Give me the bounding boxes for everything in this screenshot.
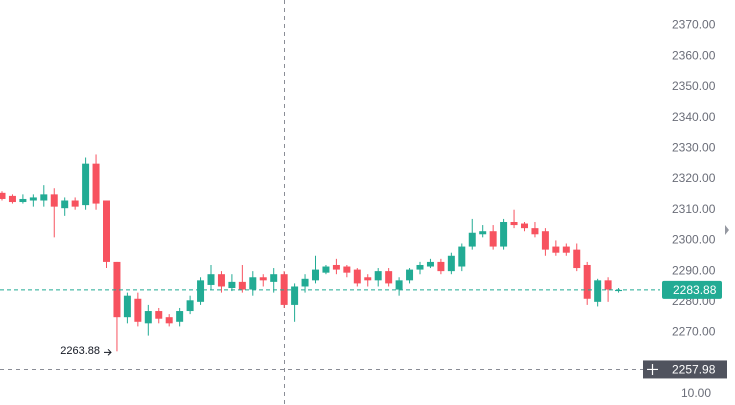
candle-body xyxy=(353,269,361,284)
candle-body xyxy=(416,264,424,270)
candle-body xyxy=(573,249,581,269)
candle-body xyxy=(50,194,58,207)
candle-body xyxy=(426,261,434,267)
candle-body xyxy=(541,231,549,250)
candle-body xyxy=(228,281,236,289)
candle-body xyxy=(197,280,205,302)
candle-body xyxy=(176,311,184,322)
candle-body xyxy=(92,163,100,204)
candle-body xyxy=(562,246,570,253)
candle-body xyxy=(291,286,299,305)
candle-body xyxy=(594,280,602,302)
candle-body xyxy=(458,246,466,267)
candle-body xyxy=(144,311,152,324)
candle-body xyxy=(270,274,278,282)
candle-body xyxy=(165,317,173,324)
candle-body xyxy=(40,194,48,201)
candle-body xyxy=(249,277,257,290)
y-tick-label: 2350.00 xyxy=(672,79,716,93)
plus-icon xyxy=(647,363,658,375)
candle-body xyxy=(207,274,215,285)
candle-body xyxy=(301,278,309,287)
candle-body xyxy=(583,264,591,299)
y-tick-label: 2360.00 xyxy=(672,48,716,62)
low-marker-arrow xyxy=(104,348,112,356)
candle-body xyxy=(500,221,508,247)
candle-body xyxy=(343,266,351,273)
candle-body xyxy=(123,295,131,318)
low-marker-label: 2263.88 xyxy=(60,345,100,357)
candle-body xyxy=(61,200,69,209)
axis-bottom-label: 10.00 xyxy=(681,386,711,400)
candle-body xyxy=(19,198,27,203)
y-tick-label: 2290.00 xyxy=(672,263,716,277)
last-price-tag xyxy=(662,280,722,299)
candle-body xyxy=(604,280,612,290)
candle-body xyxy=(489,231,497,247)
candle-body xyxy=(312,269,319,281)
candle-body xyxy=(447,255,455,272)
candle-body xyxy=(510,221,518,226)
candle-body xyxy=(217,274,225,287)
y-tick-label: 2270.00 xyxy=(672,325,716,339)
y-tick-label: 2330.00 xyxy=(672,140,716,154)
scroll-arrow[interactable] xyxy=(725,225,729,235)
candle-body xyxy=(103,200,110,262)
candle-body xyxy=(615,289,623,292)
crosshair-price-tag xyxy=(662,360,727,379)
candle-body xyxy=(364,277,372,281)
y-tick-label: 2310.00 xyxy=(672,202,716,216)
candle-body xyxy=(71,200,79,207)
candle-body xyxy=(134,298,142,322)
y-tick-label: 2370.00 xyxy=(672,18,716,32)
candle-body xyxy=(259,277,267,281)
candle-body xyxy=(385,271,393,284)
candle-body xyxy=(29,197,37,201)
candle-body xyxy=(521,223,528,229)
y-tick-label: 2320.00 xyxy=(672,171,716,185)
last-price-label: 2283.88 xyxy=(673,283,717,297)
crosshair-price-label: 2257.98 xyxy=(672,363,716,377)
candle-body xyxy=(8,195,16,203)
candle-body xyxy=(82,163,90,206)
candle-body xyxy=(332,264,340,270)
candle-body xyxy=(437,261,445,272)
candle-body xyxy=(552,246,560,253)
candle-body xyxy=(406,269,414,281)
candle-body xyxy=(322,266,330,273)
candle-body xyxy=(155,311,163,319)
candle-body xyxy=(0,192,6,199)
candle-body xyxy=(186,300,194,312)
candle-body xyxy=(468,232,476,247)
candle-body xyxy=(479,231,487,235)
candle-body xyxy=(395,280,403,290)
candle-body xyxy=(531,228,539,235)
candle-body xyxy=(113,261,121,318)
candle-body xyxy=(280,274,288,305)
candle-body xyxy=(374,271,382,281)
candle-body xyxy=(238,281,246,290)
y-tick-label: 2340.00 xyxy=(672,110,716,124)
y-tick-label: 2300.00 xyxy=(672,233,716,247)
